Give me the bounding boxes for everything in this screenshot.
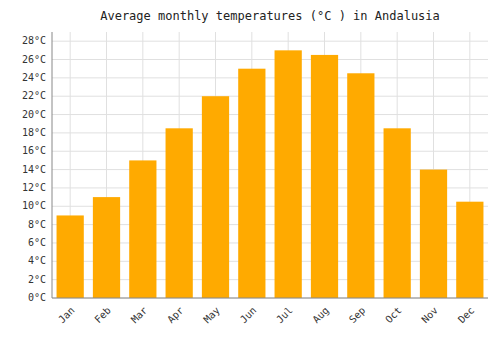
y-tick-label: 28°C [22, 35, 46, 46]
bar [275, 50, 302, 298]
bar [311, 55, 338, 298]
x-tick-label: Oct [383, 305, 404, 326]
bar [202, 96, 229, 298]
bars [57, 50, 484, 298]
y-tick-label: 22°C [22, 90, 46, 101]
axes: 0°C 2°C 4°C 6°C 8°C 10°C 12°C 14°C 16°C 18°C 20°C 2… [22, 32, 488, 325]
y-grid-line [52, 298, 488, 299]
y-grid-line [52, 59, 488, 60]
y-axis-line [52, 32, 53, 298]
y-tick-label: 26°C [22, 54, 46, 65]
grid [52, 32, 488, 298]
y-tick-label: 10°C [22, 200, 46, 211]
y-tick-label: 12°C [22, 182, 46, 193]
bar [129, 160, 156, 298]
bar [347, 73, 374, 298]
bar [456, 202, 483, 298]
y-grid-line [52, 96, 488, 97]
y-grid-line [52, 41, 488, 42]
x-tick-label: Jun [238, 305, 259, 326]
x-tick-label: Feb [92, 305, 113, 326]
bar [384, 128, 411, 298]
bar [57, 215, 84, 298]
y-tick-label: 16°C [22, 145, 46, 156]
bar [93, 197, 120, 298]
x-tick-label: Apr [165, 305, 186, 326]
x-tick-label: Sep [347, 305, 368, 326]
x-tick-label: Jul [274, 305, 295, 326]
title: Average monthly temperatures (°C ) in An… [100, 9, 440, 23]
x-tick-label: Dec [456, 305, 477, 326]
y-grid-line [52, 151, 488, 152]
y-tick-label: 4°C [28, 255, 46, 266]
x-tick-label: May [201, 305, 222, 326]
x-tick-label: Aug [310, 305, 331, 326]
y-grid-line [52, 132, 488, 133]
x-tick-label: Nov [419, 305, 440, 326]
y-tick-label: 2°C [28, 274, 46, 285]
bar [420, 170, 447, 298]
y-tick-label: 18°C [22, 127, 46, 138]
y-tick-label: 20°C [22, 109, 46, 120]
bar [166, 128, 193, 298]
y-grid-line [52, 114, 488, 115]
bar [238, 69, 265, 298]
x-tick-label: Mar [129, 305, 150, 326]
y-tick-label: 8°C [28, 219, 46, 230]
y-tick-label: 24°C [22, 72, 46, 83]
y-tick-label: 0°C [28, 292, 46, 303]
y-grid-line [52, 77, 488, 78]
x-axis-line [52, 298, 488, 299]
y-tick-label: 14°C [22, 164, 46, 175]
x-tick-label: Jan [56, 305, 77, 326]
chart-svg: 0°C 2°C 4°C 6°C 8°C 10°C 12°C 14°C 16°C 18°C 20°C 2… [0, 0, 500, 350]
y-tick-label: 6°C [28, 237, 46, 248]
chart-container: 0°C 2°C 4°C 6°C 8°C 10°C 12°C 14°C 16°C 18°C 20°C 2… [0, 0, 500, 350]
